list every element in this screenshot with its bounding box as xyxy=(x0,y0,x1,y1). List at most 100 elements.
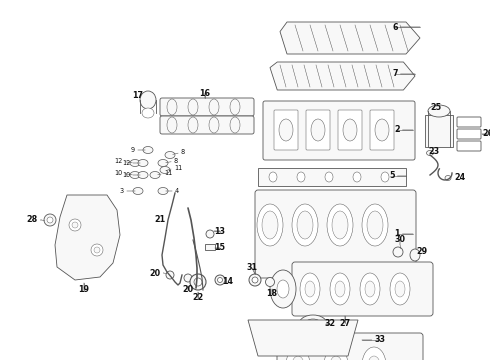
Text: 22: 22 xyxy=(193,292,204,302)
FancyBboxPatch shape xyxy=(457,117,481,127)
Bar xyxy=(425,115,453,147)
Bar xyxy=(258,168,406,186)
Ellipse shape xyxy=(218,278,222,283)
Text: 18: 18 xyxy=(267,289,277,298)
Ellipse shape xyxy=(138,159,148,166)
Ellipse shape xyxy=(311,119,325,141)
Bar xyxy=(205,244,215,250)
Text: 28: 28 xyxy=(26,216,42,225)
Ellipse shape xyxy=(353,172,361,182)
Polygon shape xyxy=(280,22,420,54)
Ellipse shape xyxy=(426,150,434,156)
Ellipse shape xyxy=(230,99,240,115)
Text: 21: 21 xyxy=(154,216,166,225)
Ellipse shape xyxy=(262,211,278,239)
Text: 3: 3 xyxy=(120,188,135,194)
Ellipse shape xyxy=(297,172,305,182)
Ellipse shape xyxy=(249,274,261,286)
Ellipse shape xyxy=(130,159,140,166)
Text: 12: 12 xyxy=(122,160,140,166)
Ellipse shape xyxy=(327,204,353,246)
Ellipse shape xyxy=(143,147,153,153)
Ellipse shape xyxy=(305,281,315,297)
Text: 19: 19 xyxy=(78,283,90,294)
Text: 6: 6 xyxy=(392,22,420,31)
Ellipse shape xyxy=(188,99,198,115)
Text: 4: 4 xyxy=(166,188,179,194)
Ellipse shape xyxy=(390,273,410,305)
Text: 24: 24 xyxy=(454,172,466,181)
Text: 20: 20 xyxy=(182,285,194,294)
Ellipse shape xyxy=(335,281,345,297)
FancyBboxPatch shape xyxy=(338,110,362,150)
Text: 23: 23 xyxy=(428,147,440,156)
Ellipse shape xyxy=(158,159,168,166)
Ellipse shape xyxy=(365,281,375,297)
Ellipse shape xyxy=(194,278,202,286)
Ellipse shape xyxy=(270,270,296,308)
Ellipse shape xyxy=(142,108,154,118)
Text: 13: 13 xyxy=(214,226,225,235)
Ellipse shape xyxy=(160,166,170,174)
Ellipse shape xyxy=(140,91,156,109)
FancyBboxPatch shape xyxy=(292,262,433,316)
Ellipse shape xyxy=(297,211,313,239)
FancyBboxPatch shape xyxy=(370,110,394,150)
Text: 8: 8 xyxy=(166,158,178,164)
Ellipse shape xyxy=(47,217,53,223)
FancyBboxPatch shape xyxy=(306,110,330,150)
Ellipse shape xyxy=(138,171,148,179)
Ellipse shape xyxy=(167,99,177,115)
Text: 9: 9 xyxy=(131,147,145,153)
Ellipse shape xyxy=(165,152,175,158)
Text: 15: 15 xyxy=(215,243,225,252)
Ellipse shape xyxy=(368,356,380,360)
Ellipse shape xyxy=(393,247,403,257)
Ellipse shape xyxy=(367,211,383,239)
Ellipse shape xyxy=(91,244,103,256)
Text: 26: 26 xyxy=(482,130,490,139)
Ellipse shape xyxy=(279,119,293,141)
Ellipse shape xyxy=(206,230,214,238)
Text: 12: 12 xyxy=(114,158,132,164)
Ellipse shape xyxy=(190,274,206,290)
Polygon shape xyxy=(55,195,120,280)
Ellipse shape xyxy=(44,214,56,226)
Ellipse shape xyxy=(215,275,225,285)
Ellipse shape xyxy=(252,277,258,283)
Ellipse shape xyxy=(292,356,304,360)
Ellipse shape xyxy=(324,347,348,360)
Ellipse shape xyxy=(209,99,219,115)
Ellipse shape xyxy=(133,188,143,194)
FancyBboxPatch shape xyxy=(457,141,481,151)
Ellipse shape xyxy=(300,273,320,305)
Ellipse shape xyxy=(292,204,318,246)
Ellipse shape xyxy=(150,171,160,179)
Ellipse shape xyxy=(410,249,420,261)
Text: 30: 30 xyxy=(394,235,406,245)
Text: 29: 29 xyxy=(416,248,428,256)
FancyBboxPatch shape xyxy=(160,98,254,116)
Ellipse shape xyxy=(362,347,386,360)
Text: 32: 32 xyxy=(324,320,336,328)
Text: 16: 16 xyxy=(199,89,211,98)
Ellipse shape xyxy=(266,278,274,287)
Ellipse shape xyxy=(130,171,140,179)
FancyBboxPatch shape xyxy=(274,110,298,150)
FancyBboxPatch shape xyxy=(255,190,416,278)
Text: 17: 17 xyxy=(132,91,144,100)
Ellipse shape xyxy=(362,204,388,246)
Ellipse shape xyxy=(381,172,389,182)
Ellipse shape xyxy=(325,172,333,182)
Ellipse shape xyxy=(72,222,78,228)
Ellipse shape xyxy=(166,271,174,279)
Text: 25: 25 xyxy=(430,104,441,112)
FancyBboxPatch shape xyxy=(263,101,415,160)
Text: 11: 11 xyxy=(158,170,172,176)
Ellipse shape xyxy=(167,117,177,133)
Ellipse shape xyxy=(286,347,310,360)
Ellipse shape xyxy=(343,119,357,141)
Text: 8: 8 xyxy=(172,149,185,155)
Ellipse shape xyxy=(69,219,81,231)
Text: 31: 31 xyxy=(246,264,258,274)
